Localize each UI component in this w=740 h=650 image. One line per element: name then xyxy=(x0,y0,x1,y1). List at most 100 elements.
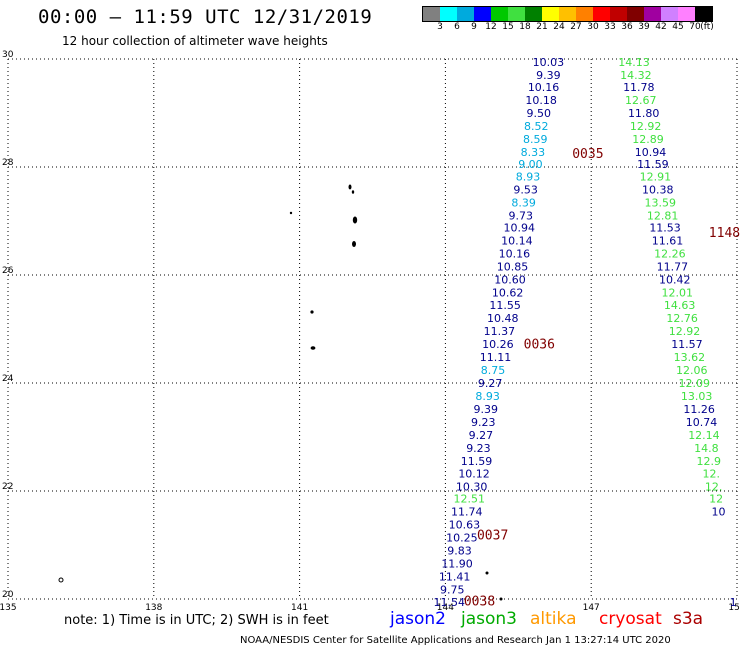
wave-height-value: 8.52 xyxy=(524,120,549,133)
wave-height-value: 11.57 xyxy=(671,338,703,351)
wave-height-value: 12.01 xyxy=(661,286,693,299)
wave-height-value: 12.81 xyxy=(647,210,679,223)
wave-height-value: 10.62 xyxy=(492,286,524,299)
wave-height-value: 12.09 xyxy=(678,377,710,390)
sat-label-s3a: s3a xyxy=(673,609,704,629)
x-tick-label: 141 xyxy=(291,603,308,613)
wave-height-value: 9.39 xyxy=(473,403,498,416)
x-tick-label: 135 xyxy=(0,603,17,613)
legend-swatch xyxy=(644,7,661,21)
chart-subtitle: 12 hour collection of altimeter wave hei… xyxy=(62,34,328,48)
sat-label-jason3: jason3 xyxy=(461,609,517,629)
wave-height-value: 12.26 xyxy=(654,247,686,260)
island-outlines xyxy=(58,184,503,601)
legend-swatch xyxy=(576,7,593,21)
wave-height-value: 12.89 xyxy=(632,133,664,146)
legend-swatch xyxy=(627,7,644,21)
wave-height-value: 11.41 xyxy=(439,570,471,583)
legend-tick-label: 70 xyxy=(689,22,701,32)
wave-height-value: 10.18 xyxy=(525,94,557,107)
y-tick-label: 28 xyxy=(2,158,14,168)
wave-height-value: 13.62 xyxy=(674,351,706,364)
wave-height-value: 9.83 xyxy=(447,544,472,557)
wave-height-value: 11.53 xyxy=(649,221,681,234)
pass-time-label: 0037 xyxy=(477,529,508,544)
wave-height-value: 9.23 xyxy=(466,442,491,455)
wave-height-value: 12. xyxy=(705,481,723,494)
wave-height-value: 1 xyxy=(730,596,737,609)
wave-height-value: 11.54 xyxy=(434,596,466,609)
legend-swatch xyxy=(423,7,440,21)
credit-line: NOAA/NESDIS Center for Satellite Applica… xyxy=(240,635,671,646)
wave-height-value: 14.13 xyxy=(618,56,650,69)
y-tick-label: 20 xyxy=(2,590,14,600)
island-marker xyxy=(499,597,503,601)
legend-swatch xyxy=(695,7,712,21)
wave-height-value: 12.14 xyxy=(688,429,720,442)
wave-height-value: 11.78 xyxy=(623,81,655,94)
footer-note: note: 1) Time is in UTC; 2) SWH is in fe… xyxy=(64,613,329,628)
wave-height-value: 11.55 xyxy=(489,299,521,312)
wave-height-value: 8.33 xyxy=(521,146,546,159)
wave-height-value: 10.94 xyxy=(635,146,667,159)
wave-height-value: 10.94 xyxy=(504,221,536,234)
y-tick-label: 22 xyxy=(2,482,13,492)
wave-height-value: 11.26 xyxy=(683,403,715,416)
wave-height-value: 10.16 xyxy=(528,81,560,94)
island-marker xyxy=(352,241,356,247)
island-marker xyxy=(58,577,64,583)
legend-tick-label: 15 xyxy=(502,22,514,32)
wave-height-value: 11.90 xyxy=(441,557,473,570)
wave-height-value: 14.8 xyxy=(694,442,719,455)
wave-height-value: 9.27 xyxy=(478,377,503,390)
island-marker xyxy=(352,216,358,224)
wave-height-value: 8.75 xyxy=(481,364,506,377)
legend-swatch xyxy=(661,7,678,21)
wave-height-value: 14.63 xyxy=(664,299,696,312)
sat-label-cryosat: cryosat xyxy=(599,609,662,629)
wave-height-value: 10.85 xyxy=(497,260,529,273)
legend-unit: (ft) xyxy=(700,22,714,32)
wave-height-values: 10.039.3910.1610.189.508.528.598.339.008… xyxy=(434,56,740,609)
legend-tick-label: 24 xyxy=(553,22,565,32)
wave-height-value: 10.74 xyxy=(686,416,718,429)
wave-height-value: 11.61 xyxy=(652,234,684,247)
island-marker xyxy=(289,211,293,215)
wave-height-value: 12.67 xyxy=(625,94,657,107)
wave-height-value: 9.50 xyxy=(526,107,551,120)
wave-height-value: 10.03 xyxy=(533,56,565,69)
wave-height-value: 12.92 xyxy=(669,325,701,338)
wave-height-value: 10.42 xyxy=(659,273,691,286)
legend-swatch xyxy=(610,7,627,21)
wave-height-value: 12.92 xyxy=(630,120,662,133)
legend-tick-label: 30 xyxy=(587,22,599,32)
legend-tick-label: 12 xyxy=(485,22,497,32)
wave-height-value: 9.27 xyxy=(469,429,494,442)
x-tick-label: 144 xyxy=(437,603,454,613)
legend-tick-label: 39 xyxy=(638,22,650,32)
wave-height-value: 11.80 xyxy=(628,107,660,120)
legend-swatch xyxy=(678,7,695,21)
wave-height-value: 10.26 xyxy=(482,338,514,351)
island-marker xyxy=(310,346,316,350)
wave-height-value: 13.03 xyxy=(681,390,713,403)
sat-label-jason2: jason2 xyxy=(390,609,446,629)
pass-time-label: 0035 xyxy=(572,147,603,162)
wave-height-value: 11.74 xyxy=(451,506,483,519)
wave-height-value: 10.60 xyxy=(494,273,526,286)
y-tick-label: 26 xyxy=(2,266,14,276)
legend-swatch xyxy=(457,7,474,21)
wave-height-value: 8.39 xyxy=(511,197,536,210)
sat-label-altika: altika xyxy=(530,609,577,629)
wave-height-value: 9.53 xyxy=(513,184,538,197)
wave-height-value: 9.00 xyxy=(518,158,543,171)
wave-height-value: 9.73 xyxy=(508,210,533,223)
wave-height-value: 11.11 xyxy=(480,351,512,364)
island-marker xyxy=(485,571,489,575)
wave-height-value: 10.14 xyxy=(501,234,533,247)
island-marker xyxy=(348,184,352,190)
legend-swatch xyxy=(491,7,508,21)
legend-swatch xyxy=(474,7,491,21)
wave-height-value: 12.91 xyxy=(640,171,672,184)
